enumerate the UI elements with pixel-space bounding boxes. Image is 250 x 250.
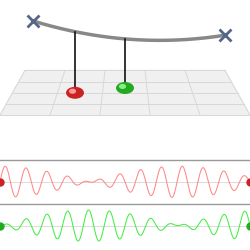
Circle shape [70,89,75,93]
Circle shape [120,84,126,88]
Circle shape [117,83,133,93]
Polygon shape [0,70,250,115]
Circle shape [67,88,83,98]
